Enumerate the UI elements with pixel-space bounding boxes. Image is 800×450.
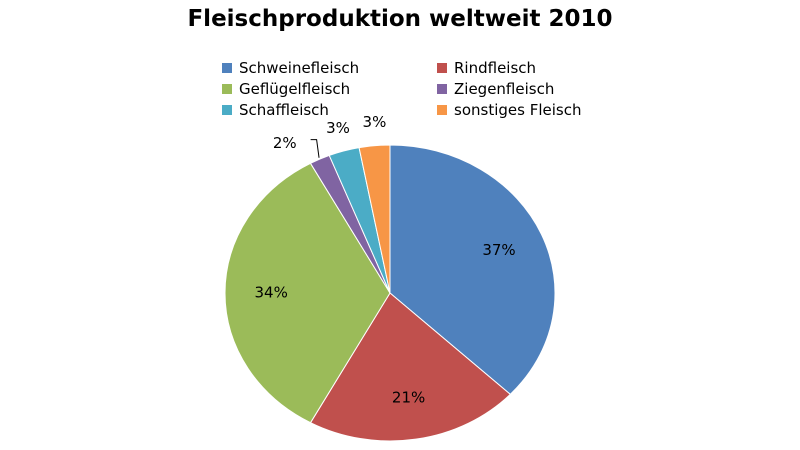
- legend-item-ziegenfleisch: Ziegenfleisch: [437, 79, 622, 98]
- legend-swatch: [437, 62, 447, 73]
- legend-item-schaffleisch: Schaffleisch: [222, 100, 437, 119]
- pie-slice-geflügelfleisch: [224, 162, 391, 424]
- legend-item-sonstiges-fleisch: sonstiges Fleisch: [437, 100, 622, 119]
- leader-line: [310, 139, 320, 158]
- data-label-sonstiges-fleisch: 3%: [363, 113, 387, 131]
- data-label-ziegenfleisch: 2%: [273, 134, 297, 152]
- legend-item-rindfleisch: Rindfleisch: [437, 58, 622, 77]
- legend-swatch: [222, 62, 232, 73]
- pie-slice-rindfleisch: [309, 292, 512, 442]
- legend: Schweinefleisch Rindfleisch Geflügelfleisc…: [222, 58, 622, 119]
- legend-label: Geflügelfleisch: [239, 79, 351, 98]
- pie-slices: [224, 144, 556, 442]
- legend-swatch: [437, 104, 447, 115]
- legend-label: Schweinefleisch: [239, 58, 360, 77]
- legend-item-geflügelfleisch: Geflügelfleisch: [222, 79, 437, 98]
- data-label-schaffleisch: 3%: [326, 119, 350, 137]
- legend-label: Schaffleisch: [239, 100, 329, 119]
- pie-labels: 37% 21% 34% 2% 3% 3%: [255, 113, 516, 407]
- chart-title: Fleischproduktion weltweit 2010: [187, 6, 613, 32]
- data-label-schweinefleisch: 37%: [482, 241, 515, 259]
- legend-label: Ziegenfleisch: [454, 79, 555, 98]
- legend-swatch: [437, 83, 447, 94]
- data-label-geflügelfleisch: 34%: [255, 284, 288, 302]
- pie-slice-sonstiges-fleisch: [358, 144, 391, 294]
- legend-item-schweinefleisch: Schweinefleisch: [222, 58, 437, 77]
- data-label-rindfleisch: 21%: [392, 389, 425, 407]
- legend-swatch: [222, 83, 232, 94]
- pie-slice-schweinefleisch: [389, 144, 556, 395]
- legend-label: Rindfleisch: [454, 58, 537, 77]
- legend-swatch: [222, 104, 232, 115]
- legend-label: sonstiges Fleisch: [454, 100, 582, 119]
